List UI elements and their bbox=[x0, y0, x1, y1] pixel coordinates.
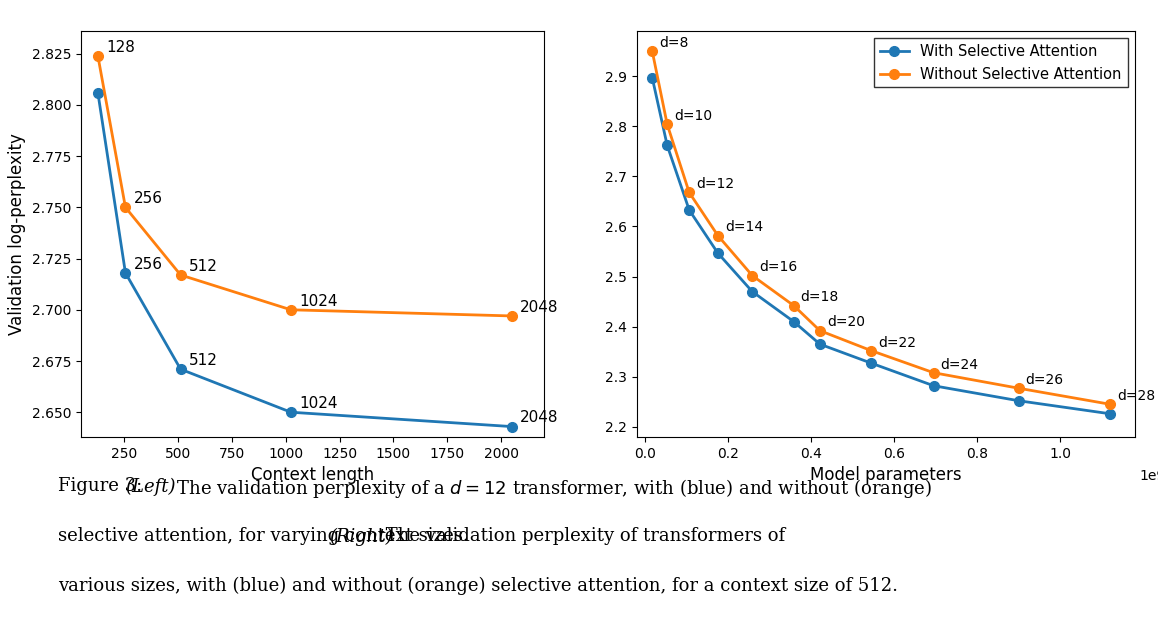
Text: 512: 512 bbox=[189, 353, 218, 368]
Text: d=22: d=22 bbox=[878, 336, 916, 349]
Text: d=12: d=12 bbox=[696, 177, 734, 192]
Text: d=28: d=28 bbox=[1116, 389, 1155, 403]
Text: (Left): (Left) bbox=[125, 477, 176, 495]
With Selective Attention bbox=[1012, 397, 1026, 404]
With Selective Attention bbox=[1102, 410, 1116, 417]
With Selective Attention bbox=[645, 74, 659, 82]
Text: d=24: d=24 bbox=[940, 358, 979, 371]
Line: With Selective Attention: With Selective Attention bbox=[647, 73, 1115, 419]
Text: d=8: d=8 bbox=[659, 36, 689, 50]
Text: 128: 128 bbox=[107, 39, 135, 55]
Text: d=26: d=26 bbox=[1026, 373, 1064, 387]
Text: 256: 256 bbox=[134, 191, 163, 206]
Without Selective Attention bbox=[645, 47, 659, 55]
Text: The validation perplexity of a $d = 12$ transformer, with (blue) and without (or: The validation perplexity of a $d = 12$ … bbox=[171, 477, 932, 500]
With Selective Attention bbox=[660, 142, 674, 149]
With Selective Attention bbox=[926, 382, 940, 389]
Text: 1024: 1024 bbox=[299, 294, 338, 309]
Text: 256: 256 bbox=[134, 256, 163, 272]
Without Selective Attention bbox=[1012, 384, 1026, 392]
With Selective Attention bbox=[746, 288, 760, 295]
Without Selective Attention bbox=[926, 369, 940, 376]
Text: (Right): (Right) bbox=[329, 527, 393, 545]
Without Selective Attention bbox=[682, 188, 696, 196]
With Selective Attention bbox=[786, 318, 800, 325]
Y-axis label: Validation log-perplexity: Validation log-perplexity bbox=[8, 133, 27, 335]
With Selective Attention bbox=[711, 249, 725, 256]
Line: Without Selective Attention: Without Selective Attention bbox=[647, 46, 1115, 409]
Without Selective Attention bbox=[813, 327, 827, 334]
With Selective Attention bbox=[813, 341, 827, 348]
Text: d=14: d=14 bbox=[725, 220, 763, 235]
Legend: With Selective Attention, Without Selective Attention: With Selective Attention, Without Select… bbox=[873, 39, 1128, 87]
Text: 2048: 2048 bbox=[520, 300, 558, 314]
Text: The validation perplexity of transformers of: The validation perplexity of transformer… bbox=[380, 527, 785, 545]
Text: 2048: 2048 bbox=[520, 411, 558, 426]
With Selective Attention bbox=[864, 359, 878, 367]
Text: various sizes, with (blue) and without (orange) selective attention, for a conte: various sizes, with (blue) and without (… bbox=[58, 577, 897, 595]
Text: d=18: d=18 bbox=[800, 290, 838, 305]
Text: d=16: d=16 bbox=[760, 260, 798, 275]
With Selective Attention bbox=[682, 206, 696, 213]
Text: 1024: 1024 bbox=[299, 396, 338, 411]
Without Selective Attention bbox=[746, 272, 760, 280]
Text: selective attention, for varying context sizes.: selective attention, for varying context… bbox=[58, 527, 481, 545]
Without Selective Attention bbox=[1102, 401, 1116, 408]
Without Selective Attention bbox=[864, 347, 878, 354]
X-axis label: Context length: Context length bbox=[251, 466, 374, 484]
Text: 1e9: 1e9 bbox=[1139, 469, 1158, 483]
Without Selective Attention bbox=[711, 232, 725, 239]
Without Selective Attention bbox=[660, 120, 674, 128]
Text: d=20: d=20 bbox=[827, 316, 865, 329]
Text: d=10: d=10 bbox=[674, 109, 712, 123]
Text: Figure 3:: Figure 3: bbox=[58, 477, 148, 495]
Text: 512: 512 bbox=[189, 259, 218, 274]
X-axis label: Model parameters: Model parameters bbox=[811, 466, 961, 484]
Without Selective Attention bbox=[786, 302, 800, 310]
